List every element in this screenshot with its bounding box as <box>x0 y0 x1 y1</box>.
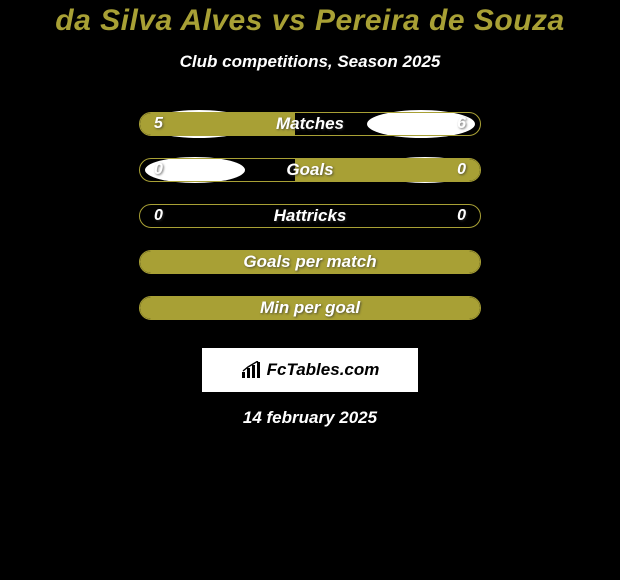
logo-chart-icon <box>241 361 263 379</box>
title: da Silva Alves vs Pereira de Souza <box>55 4 564 38</box>
stat-value-left: 0 <box>154 161 163 179</box>
stat-bar: Matches 5 6 <box>139 112 481 136</box>
stat-label: Matches <box>276 114 344 134</box>
stat-value-right: 6 <box>457 115 466 133</box>
stat-row: Hattricks 0 0 <box>139 204 481 228</box>
stat-bar: Hattricks 0 0 <box>139 204 481 228</box>
stat-label: Hattricks <box>274 206 347 226</box>
stat-bar: Goals 0 0 <box>139 158 481 182</box>
stat-bar: Min per goal <box>139 296 481 320</box>
stat-value-left: 0 <box>154 207 163 225</box>
stat-row: Goals per match <box>139 250 481 274</box>
logo: FcTables.com <box>241 360 380 380</box>
stat-bar: Goals per match <box>139 250 481 274</box>
stat-row: Goals 0 0 <box>139 158 481 182</box>
stat-rows: Matches 5 6 Goals 0 0 Hattricks 0 0 Goals per mat… <box>139 112 481 342</box>
stats-card: da Silva Alves vs Pereira de Souza Club … <box>0 0 620 428</box>
stat-row: Matches 5 6 <box>139 112 481 136</box>
stat-value-left: 5 <box>154 115 163 133</box>
stat-label: Min per goal <box>260 298 360 318</box>
stat-label: Goals <box>286 160 333 180</box>
logo-text: FcTables.com <box>267 360 380 380</box>
stat-value-right: 0 <box>457 207 466 225</box>
bar-fill-left <box>140 113 295 135</box>
subtitle: Club competitions, Season 2025 <box>180 52 441 72</box>
stat-value-right: 0 <box>457 161 466 179</box>
date: 14 february 2025 <box>243 408 377 428</box>
logo-box[interactable]: FcTables.com <box>202 348 418 392</box>
stat-label: Goals per match <box>243 252 376 272</box>
stat-row: Min per goal <box>139 296 481 320</box>
